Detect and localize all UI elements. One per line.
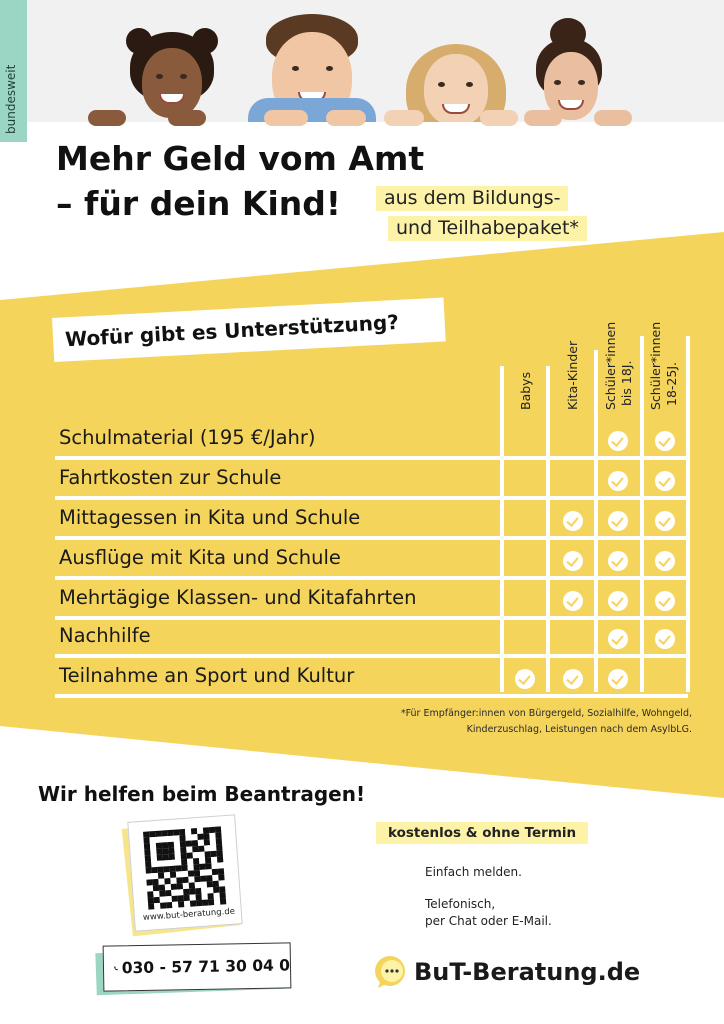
check-icon	[655, 511, 675, 531]
table-row-label: Mittagessen in Kita und Schule	[59, 506, 361, 529]
check-icon	[515, 669, 535, 689]
section-question: Wofür gibt es Unterstützung?	[64, 309, 400, 352]
subtitle-line-2: und Teilhabepaket*	[388, 216, 587, 241]
table-row-label: Schulmaterial (195 €/Jahr)	[59, 426, 316, 449]
table-column-divider	[500, 366, 504, 692]
table-row-divider	[55, 694, 688, 698]
check-icon	[563, 551, 583, 571]
info-text-1: Einfach melden.	[425, 865, 522, 879]
check-icon	[608, 551, 628, 571]
table-column-divider	[686, 336, 690, 692]
check-icon	[563, 669, 583, 689]
check-icon	[608, 591, 628, 611]
phone-number: 030 - 57 71 30 04 0	[121, 956, 291, 978]
qr-code-card[interactable]: www.but-beratung.de	[127, 814, 243, 932]
photo-ledge	[0, 122, 724, 130]
check-icon	[563, 591, 583, 611]
table-row-divider	[55, 456, 688, 460]
logo-text: BuT-Beratung.de	[414, 958, 641, 986]
column-header-babys: Babys	[518, 371, 533, 410]
info-text-2: Telefonisch, per Chat oder E-Mail.	[425, 897, 552, 928]
table-column-divider	[594, 350, 598, 692]
check-icon	[655, 591, 675, 611]
check-icon	[655, 431, 675, 451]
table-row-divider	[55, 576, 688, 580]
column-header-kita: Kita-Kinder	[565, 340, 580, 410]
table-row-label: Fahrtkosten zur Schule	[59, 466, 282, 489]
children-photo	[0, 0, 724, 122]
check-icon	[563, 511, 583, 531]
table-row-divider	[55, 654, 688, 658]
page-title: Mehr Geld vom Amt – für dein Kind!	[56, 136, 424, 226]
column-header-school-under-18: Schüler*innen bis 18J.	[603, 321, 634, 410]
check-icon	[608, 431, 628, 451]
footnote: *Für Empfänger:innen von Bürgergeld, Soz…	[400, 708, 692, 735]
help-heading: Wir helfen beim Beantragen!	[38, 782, 366, 806]
title-line-1: Mehr Geld vom Amt	[56, 139, 425, 178]
table-row-divider	[55, 536, 688, 540]
table-row-divider	[55, 616, 688, 620]
column-header-school-18-25: Schüler*innen 18-25J.	[648, 321, 679, 410]
free-no-appointment-badge: kostenlos & ohne Termin	[376, 822, 589, 844]
check-icon	[608, 669, 628, 689]
table-row-label: Mehrtägige Klassen- und Kitafahrten	[59, 586, 417, 609]
table-row-label: Ausflüge mit Kita und Schule	[59, 546, 341, 569]
phone-icon	[114, 966, 118, 971]
table-row-label: Nachhilfe	[59, 624, 151, 647]
check-icon	[655, 551, 675, 571]
check-icon	[608, 511, 628, 531]
subtitle-line-1: aus dem Bildungs-	[376, 186, 569, 211]
logo[interactable]: BuT-Beratung.de	[372, 950, 640, 994]
check-icon	[655, 629, 675, 649]
region-tag: bundesweit	[0, 0, 27, 142]
table-row-divider	[55, 496, 688, 500]
table-row-label: Teilnahme an Sport und Kultur	[59, 664, 355, 687]
qr-code[interactable]	[143, 826, 227, 910]
check-icon	[608, 629, 628, 649]
qr-url: www.but-beratung.de	[142, 906, 236, 924]
table-column-divider	[546, 366, 550, 692]
phone-number-box[interactable]: 030 - 57 71 30 04 0	[102, 942, 292, 992]
chat-bubble-icon	[375, 956, 405, 988]
table-column-divider	[640, 336, 644, 692]
check-icon	[608, 471, 628, 491]
check-icon	[655, 471, 675, 491]
title-line-2: – für dein Kind!	[56, 184, 341, 223]
